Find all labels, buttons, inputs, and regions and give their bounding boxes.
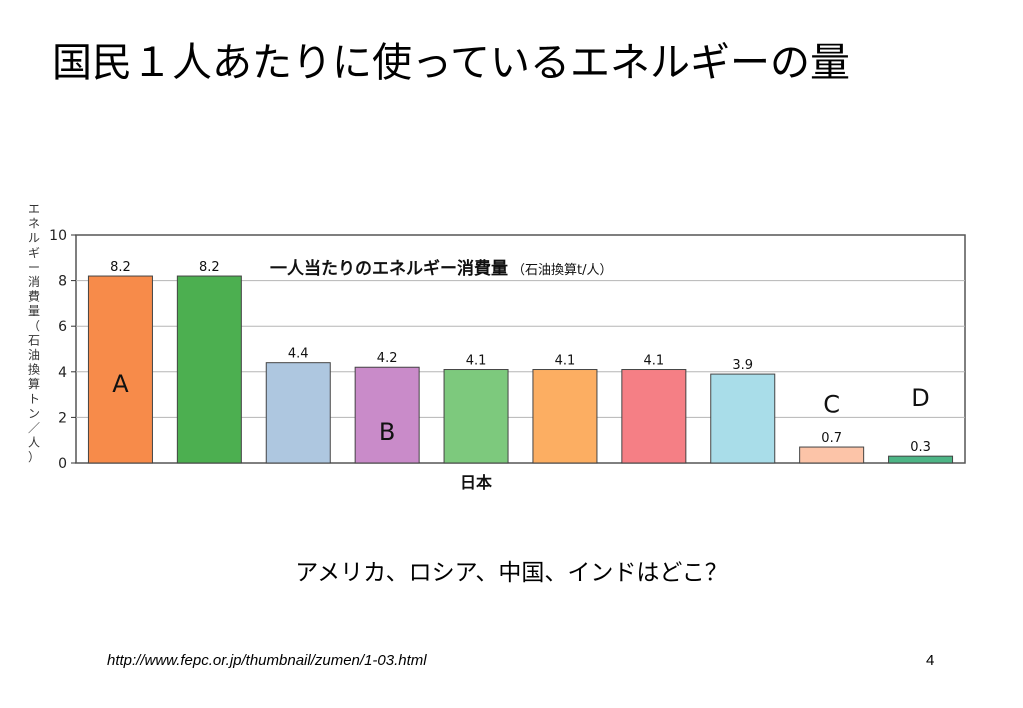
bar-value-label: 4.1 bbox=[555, 354, 576, 369]
y-tick-label: 10 bbox=[49, 228, 67, 244]
bar bbox=[443, 369, 509, 464]
y-tick-label: 2 bbox=[58, 410, 67, 426]
y-tick-label: 4 bbox=[58, 365, 67, 381]
bar bbox=[265, 362, 331, 464]
bar-value-label: 8.2 bbox=[110, 260, 131, 275]
y-tick-label: 8 bbox=[58, 274, 67, 290]
bar-value-label: 0.7 bbox=[821, 431, 842, 446]
bar-value-label: 8.2 bbox=[199, 260, 220, 275]
question-text: アメリカ、ロシア、中国、インドはどこ？ bbox=[295, 560, 728, 586]
bar-letter-label: C bbox=[823, 391, 840, 419]
y-axis-label: エネルギー消費量（石油換算トン／人） bbox=[28, 202, 40, 464]
bar-value-label: 4.2 bbox=[377, 351, 398, 366]
bar-letter-label: D bbox=[911, 384, 929, 412]
bar bbox=[176, 275, 242, 464]
bar bbox=[532, 369, 598, 464]
y-tick-label: 6 bbox=[58, 319, 67, 335]
bar-value-label: 4.4 bbox=[288, 347, 309, 362]
y-tick-label: 0 bbox=[58, 456, 67, 472]
bar bbox=[710, 373, 776, 464]
bar bbox=[888, 455, 954, 464]
bar bbox=[799, 446, 865, 464]
bar bbox=[621, 369, 687, 464]
chart-title: 一人当たりのエネルギー消費量 （石油換算t/人） bbox=[270, 258, 612, 279]
bar-value-label: 0.3 bbox=[910, 440, 931, 455]
bar-value-label: 4.1 bbox=[466, 354, 487, 369]
page-number: 4 bbox=[926, 652, 935, 669]
energy-consumption-bar-chart: 0 2 4 6 8 10 エネルギー消費量（石油換算トン／人） 一人当たりのエネルギー消費量（… bbox=[28, 202, 966, 492]
source-url: http://www.fepc.or.jp/thumbnail/zumen/1-… bbox=[107, 652, 427, 669]
bar bbox=[354, 366, 420, 464]
x-category-label: 日本 bbox=[460, 473, 492, 492]
bar-letter-label: B bbox=[379, 418, 395, 446]
bar-value-label: 4.1 bbox=[644, 354, 665, 369]
bar-value-label: 3.9 bbox=[732, 358, 753, 373]
bar-letter-label: A bbox=[112, 370, 129, 398]
slide-title: 国民１人あたりに使っているエネルギーの量 bbox=[52, 40, 850, 86]
bar bbox=[87, 275, 153, 464]
